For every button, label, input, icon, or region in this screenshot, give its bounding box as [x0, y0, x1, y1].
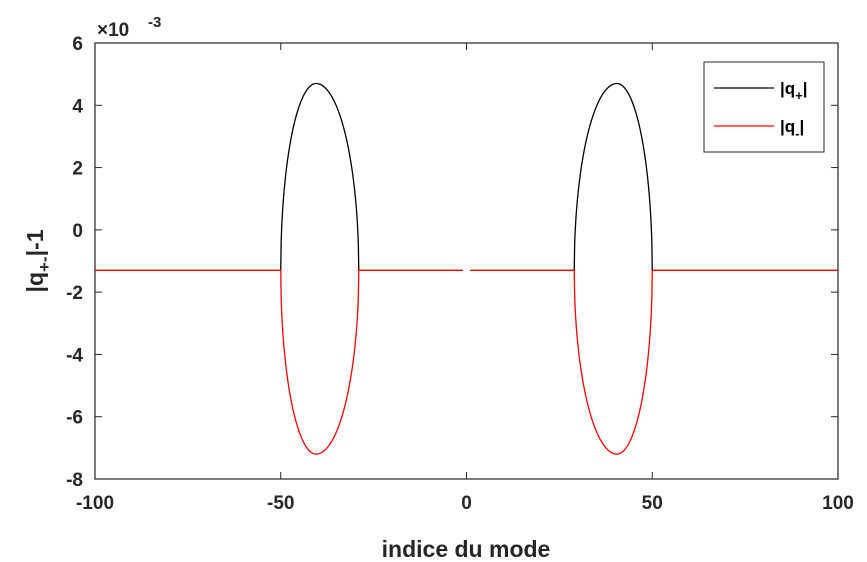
legend-label-q-minus: |q-| — [780, 117, 804, 141]
y-tick-label: -6 — [66, 408, 83, 429]
legend-q-plus-end: | — [803, 79, 808, 98]
legend-q-minus-sub: - — [795, 126, 799, 141]
legend-label-q-plus: |q+| — [780, 79, 808, 103]
x-tick-label: 0 — [461, 493, 472, 514]
y-axis-label-end: |-1 — [22, 229, 48, 256]
y-axis-label-sub: +- — [35, 256, 54, 272]
y-tick-label: 6 — [72, 34, 83, 55]
legend-q-minus-main: |q — [780, 117, 795, 136]
series-q-minus-line — [470, 269, 838, 455]
x-tick-label: 50 — [642, 493, 663, 514]
series-q-minus-line — [95, 269, 463, 455]
x-tick-label: -100 — [76, 493, 114, 514]
exponent-prefix: ×10 — [97, 20, 129, 41]
y-tick-label: 0 — [72, 221, 83, 242]
y-tick-label: -2 — [66, 283, 83, 304]
y-tick-label: 2 — [72, 159, 83, 180]
y-tick-label: -4 — [66, 345, 83, 366]
y-tick-label: 4 — [72, 96, 83, 117]
exponent-label: ×10 -3 — [97, 14, 161, 41]
y-axis-label: |q+-|-1 — [22, 229, 54, 292]
x-axis-label: indice du mode — [382, 536, 551, 562]
exponent-power: -3 — [148, 14, 161, 31]
x-tick-label: -50 — [267, 493, 294, 514]
x-tick-label: 100 — [822, 493, 854, 514]
legend: |q+| |q-| — [703, 61, 825, 153]
legend-q-plus-main: |q — [780, 79, 795, 98]
y-tick-label: -8 — [66, 470, 83, 491]
legend-q-plus-sub: + — [795, 88, 803, 103]
legend-box — [703, 61, 825, 153]
plot-area: -100 -50 0 50 100 -8 -6 -4 -2 0 2 4 6 — [66, 34, 854, 514]
series-q-plus-line — [95, 82, 463, 271]
legend-q-minus-end: | — [799, 117, 804, 136]
y-axis-label-main: |q — [22, 272, 48, 292]
